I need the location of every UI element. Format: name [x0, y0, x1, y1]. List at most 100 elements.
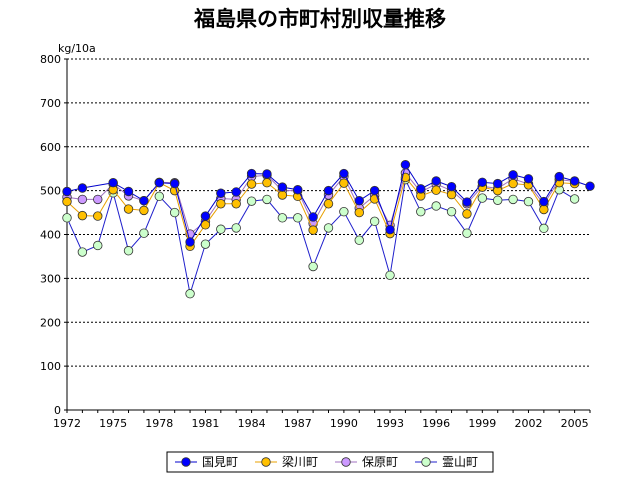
data-point — [416, 184, 426, 194]
data-point — [246, 179, 257, 189]
data-point — [569, 176, 580, 186]
data-point — [62, 186, 72, 197]
data-point — [308, 212, 318, 222]
y-tick-label: 100 — [40, 360, 61, 373]
data-point — [216, 188, 226, 198]
data-point — [185, 289, 195, 299]
x-tick-label: 1996 — [422, 417, 450, 430]
data-point — [523, 174, 534, 184]
data-point — [354, 207, 364, 218]
data-point — [446, 206, 457, 217]
x-tick-label: 2002 — [514, 417, 542, 430]
x-tick-label: 1972 — [53, 417, 81, 430]
data-point — [77, 210, 88, 221]
series-line — [66, 178, 575, 294]
x-tick-label: 1993 — [376, 417, 404, 430]
data-point — [93, 194, 103, 205]
data-point — [139, 196, 149, 206]
data-point — [539, 196, 549, 207]
data-point — [200, 239, 211, 249]
legend-marker — [421, 457, 431, 467]
data-point — [77, 247, 88, 257]
data-point — [493, 195, 503, 205]
data-point — [277, 190, 288, 200]
data-point — [477, 177, 488, 187]
legend-label: 保原町 — [362, 455, 398, 469]
legend-item-1: 国見町 — [175, 455, 238, 469]
data-point — [385, 270, 395, 281]
y-tick-label: 500 — [40, 185, 61, 198]
data-point — [139, 205, 149, 216]
data-point — [169, 178, 180, 189]
data-point — [154, 191, 164, 202]
data-point — [431, 185, 441, 195]
x-axis-ticks: 1972 1975 1978 1981 1984 1987 1990 1993 1996 1999… — [53, 410, 591, 430]
plot-series — [62, 160, 595, 299]
x-tick-label: 1984 — [238, 417, 266, 430]
data-point — [354, 196, 364, 206]
x-tick-label: 1975 — [99, 417, 127, 430]
legend-box — [166, 451, 494, 473]
data-point — [293, 185, 303, 195]
data-point — [569, 194, 580, 204]
data-point — [216, 224, 226, 234]
data-point — [185, 237, 195, 247]
legend: 国見町 梁川町 保原町 霊山町 — [166, 451, 494, 473]
data-point — [308, 225, 318, 235]
y-tick-label: 600 — [40, 141, 61, 154]
data-point — [523, 196, 534, 207]
data-point — [77, 183, 88, 193]
data-point — [308, 261, 318, 272]
data-point — [277, 182, 288, 192]
legend-item-2: 梁川町 — [255, 454, 318, 469]
data-point — [323, 185, 334, 196]
series-4 — [62, 174, 580, 299]
data-point — [62, 196, 72, 207]
legend-item-4: 霊山町 — [415, 455, 478, 469]
data-point — [585, 181, 595, 191]
legend-marker — [261, 457, 271, 467]
data-point — [323, 223, 334, 233]
y-axis-unit-label: kg/10a — [58, 42, 96, 55]
data-point — [477, 193, 488, 203]
data-point — [369, 216, 380, 227]
data-point — [462, 197, 472, 207]
y-tick-label: 700 — [40, 97, 61, 110]
x-tick-label: 1987 — [284, 417, 312, 430]
data-point — [339, 178, 349, 188]
data-point — [431, 201, 441, 211]
legend-label: 国見町 — [202, 455, 238, 469]
series-line — [66, 176, 575, 248]
x-tick-label: 1990 — [330, 417, 358, 430]
data-point — [339, 206, 349, 217]
data-point — [123, 186, 134, 197]
data-point — [508, 194, 518, 205]
data-point — [462, 209, 472, 219]
y-tick-label: 300 — [40, 272, 61, 285]
legend-item-3: 保原町 — [335, 455, 398, 469]
data-point — [231, 199, 241, 209]
data-point — [262, 178, 272, 188]
data-point — [246, 196, 257, 206]
data-point — [93, 211, 103, 221]
data-point — [354, 235, 364, 245]
data-point — [62, 213, 72, 223]
data-point — [93, 240, 103, 251]
legend-label: 梁川町 — [282, 454, 318, 469]
chart-title: 福島県の市町村別収量推移 — [193, 7, 446, 31]
data-point — [246, 168, 257, 179]
data-point — [508, 178, 518, 189]
x-tick-label: 1999 — [468, 417, 496, 430]
data-point — [108, 178, 118, 188]
data-point — [293, 213, 303, 223]
legend-marker — [181, 457, 191, 467]
data-point — [139, 228, 149, 238]
data-point — [385, 224, 395, 235]
data-point — [431, 176, 441, 186]
x-tick-label: 2005 — [561, 417, 589, 430]
data-point — [323, 199, 334, 209]
y-tick-label: 800 — [40, 53, 61, 66]
y-axis-ticks: 0 100 200 300 400 500 600 700 800 — [40, 53, 67, 417]
data-point — [369, 185, 380, 196]
